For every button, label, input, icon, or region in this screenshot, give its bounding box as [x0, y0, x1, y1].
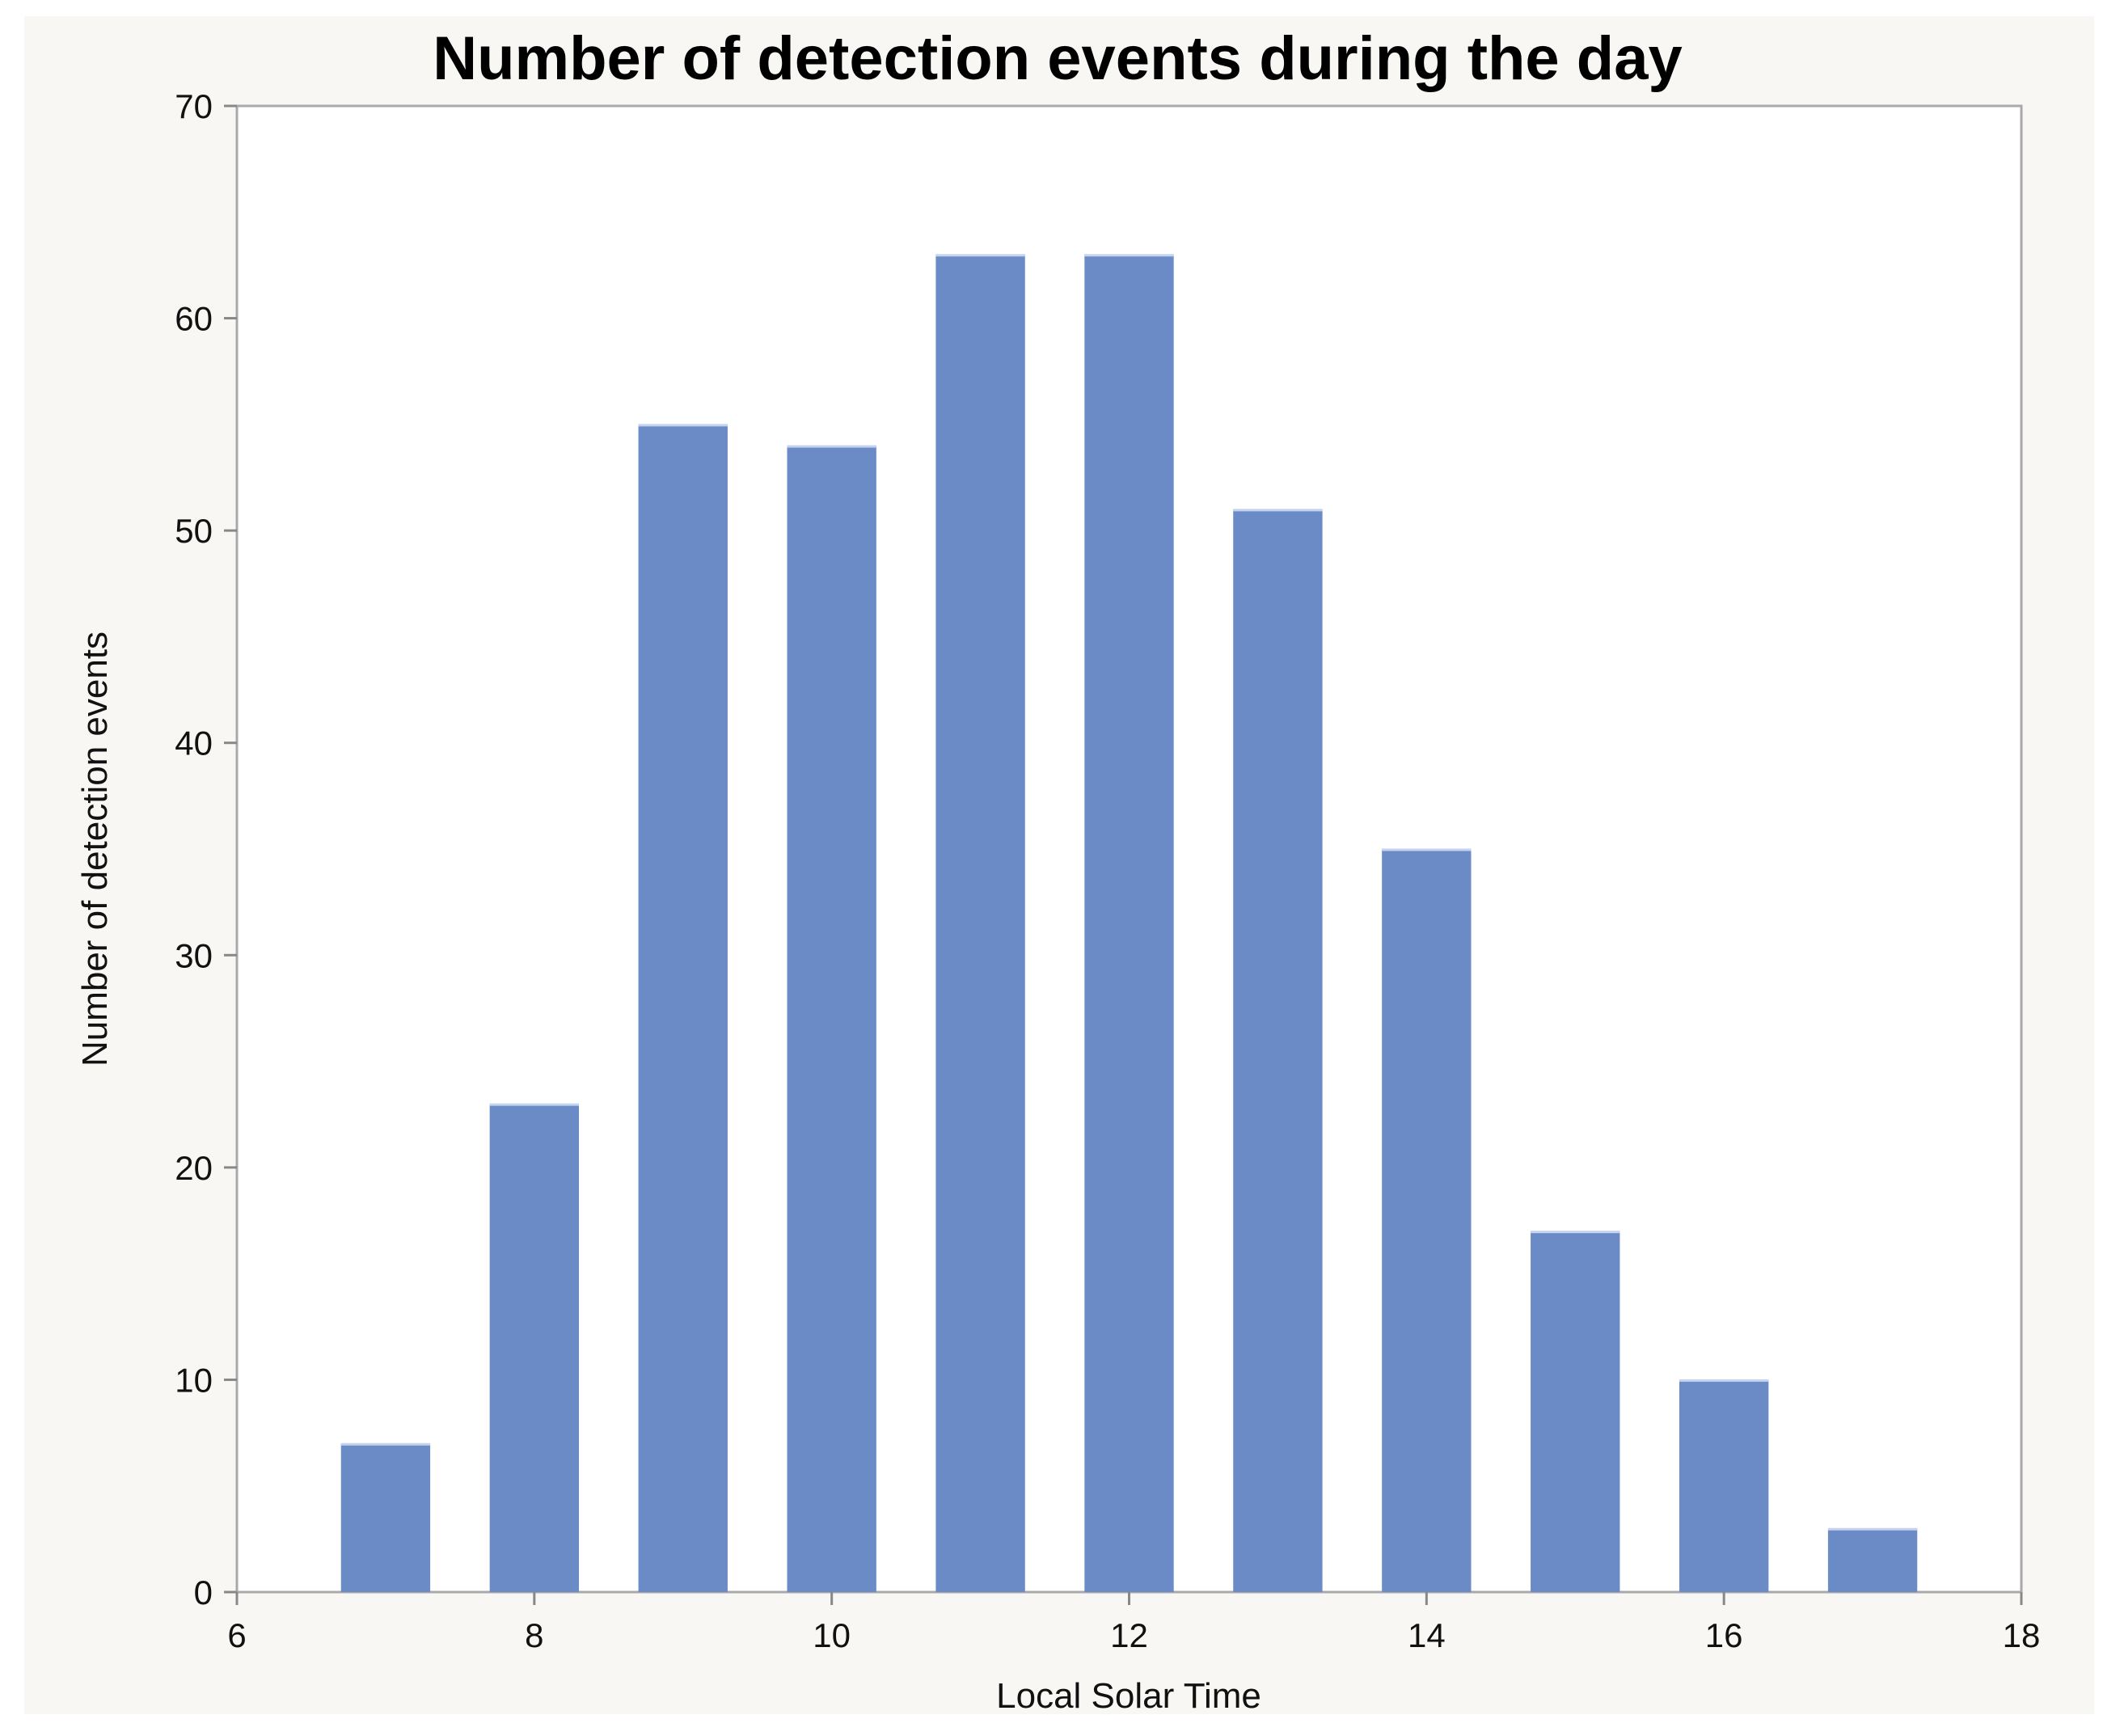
y-tick-label-60: 60: [175, 300, 213, 338]
y-tick-label-10: 10: [175, 1361, 213, 1399]
y-axis-label: Number of detection events: [75, 631, 115, 1067]
y-tick-label-40: 40: [175, 724, 213, 762]
x-tick-label-16: 16: [1705, 1616, 1743, 1654]
bars-group: [340, 254, 1918, 1592]
x-axis: 6 8 10 12 14 16 18: [227, 1592, 2040, 1654]
bar-8: [489, 1104, 580, 1592]
bar-12: [1084, 254, 1174, 1592]
bar-7: [340, 1443, 431, 1592]
y-tick-label-0: 0: [194, 1573, 213, 1611]
x-tick-label-8: 8: [525, 1616, 543, 1654]
x-tick-label-18: 18: [2003, 1616, 2041, 1654]
y-tick-label-70: 70: [175, 87, 213, 125]
bar-17: [1827, 1528, 1918, 1592]
bar-14: [1382, 849, 1472, 1592]
x-tick-label-10: 10: [813, 1616, 851, 1654]
y-tick-label-50: 50: [175, 512, 213, 550]
bar-11: [935, 254, 1025, 1592]
bar-16: [1679, 1379, 1769, 1592]
x-tick-label-6: 6: [227, 1616, 246, 1654]
x-axis-label: Local Solar Time: [996, 1676, 1261, 1716]
bar-9: [638, 424, 728, 1592]
y-tick-label-30: 30: [175, 936, 213, 974]
bar-15: [1531, 1231, 1620, 1592]
bar-10: [787, 446, 876, 1592]
bar-13: [1233, 509, 1323, 1592]
y-axis: 0 10 20 30 40 50 60 70: [175, 87, 237, 1611]
x-tick-label-12: 12: [1110, 1616, 1148, 1654]
chart-title: Number of detection events during the da…: [433, 24, 1683, 93]
y-tick-label-20: 20: [175, 1149, 213, 1187]
x-tick-label-14: 14: [1408, 1616, 1446, 1654]
